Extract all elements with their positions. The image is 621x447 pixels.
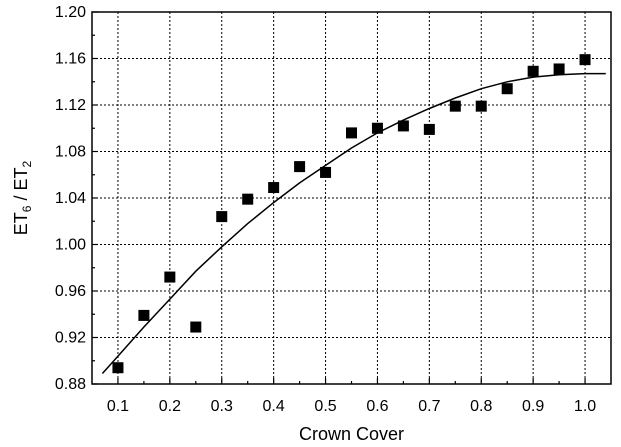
data-point [449, 100, 461, 112]
fit-curve-layer [101, 72, 606, 375]
x-tick-label: 0.4 [263, 398, 285, 415]
y-axis-title: ET6 / ET2 [11, 160, 34, 235]
y-axis-title-base2: ET [11, 167, 31, 190]
x-tick-label: 1.0 [574, 398, 596, 415]
data-point [346, 127, 357, 139]
data-point [501, 83, 513, 95]
x-axis-title: Crown Cover [299, 424, 404, 444]
y-axis-title-sub2: 2 [20, 160, 34, 167]
data-point [475, 100, 487, 112]
y-tick-label: 0.88 [55, 376, 86, 393]
y-tick-labels: 0.88 0.92 0.96 1.00 1.04 1.08 1.12 1.16 1.20 [55, 4, 86, 393]
y-axis-title-base1: ET [11, 212, 31, 235]
y-tick-label: 0.96 [55, 283, 86, 300]
data-point [579, 54, 591, 66]
y-tick-label: 1.08 [55, 144, 86, 161]
x-tick-label: 0.5 [314, 398, 336, 415]
fit-curve [101, 72, 606, 375]
y-tick-label: 0.92 [55, 330, 86, 347]
data-point [294, 161, 306, 173]
axis-ticks [92, 11, 586, 385]
data-point [371, 122, 383, 134]
y-tick-label: 1.12 [55, 97, 86, 114]
y-tick-label: 1.04 [55, 190, 86, 207]
data-point [138, 309, 150, 321]
data-points [112, 54, 591, 374]
y-tick-label: 1.00 [55, 237, 86, 254]
y-tick-label: 1.20 [55, 4, 86, 21]
x-tick-label: 0.9 [522, 398, 544, 415]
x-tick-label: 0.2 [159, 398, 181, 415]
data-point [190, 321, 202, 333]
y-tick-label: 1.16 [55, 51, 86, 68]
data-point [112, 362, 124, 374]
data-point [423, 123, 435, 135]
y-axis-title-sep: / [11, 190, 31, 205]
x-tick-label: 0.1 [107, 398, 129, 415]
grid [92, 12, 611, 384]
data-point [268, 182, 280, 194]
data-point [242, 193, 254, 205]
data-point [164, 271, 176, 283]
data-point [397, 120, 409, 132]
x-tick-label: 0.6 [366, 398, 388, 415]
data-point [216, 211, 228, 223]
data-point [553, 63, 565, 75]
data-point [320, 166, 332, 178]
y-axis-title-sub1: 6 [20, 205, 34, 212]
x-tick-label: 0.3 [211, 398, 233, 415]
x-tick-label: 0.8 [470, 398, 492, 415]
x-tick-labels: 0.1 0.2 0.3 0.4 0.5 0.6 0.7 0.8 0.9 1.0 [107, 398, 596, 415]
x-tick-label: 0.7 [418, 398, 440, 415]
data-point [527, 65, 539, 77]
